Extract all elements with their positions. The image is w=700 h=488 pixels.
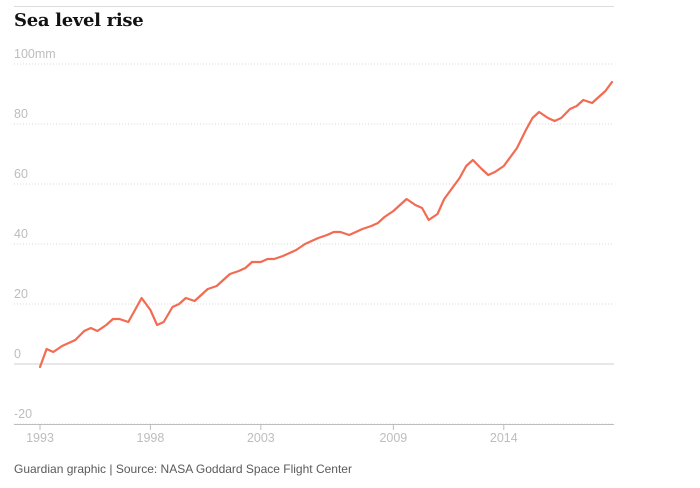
top-rule bbox=[14, 6, 614, 7]
y-axis-ticks: 100mm 80 60 40 20 0 -20 bbox=[14, 47, 56, 421]
y-tick-label: 100mm bbox=[14, 47, 56, 61]
x-tick-label: 2003 bbox=[247, 431, 275, 445]
series-line-0 bbox=[38, 80, 614, 369]
y-tick-label: 80 bbox=[14, 107, 28, 121]
x-tick-label: 1993 bbox=[26, 431, 54, 445]
source-credit: Guardian graphic | Source: NASA Goddard … bbox=[14, 462, 352, 476]
y-tick-label: 40 bbox=[14, 227, 28, 241]
x-tick-label: 2014 bbox=[490, 431, 518, 445]
x-tick-label: 2009 bbox=[379, 431, 407, 445]
grid-lines bbox=[14, 63, 614, 425]
y-tick-label: 0 bbox=[14, 347, 21, 361]
series-group bbox=[38, 80, 614, 369]
y-tick-label: 20 bbox=[14, 287, 28, 301]
x-axis-ticks: 1993 1998 2003 2009 2014 bbox=[26, 424, 518, 445]
y-tick-label: 60 bbox=[14, 167, 28, 181]
x-tick-label: 1998 bbox=[137, 431, 165, 445]
chart-title: Sea level rise bbox=[14, 10, 144, 31]
y-tick-label: -20 bbox=[14, 407, 32, 421]
